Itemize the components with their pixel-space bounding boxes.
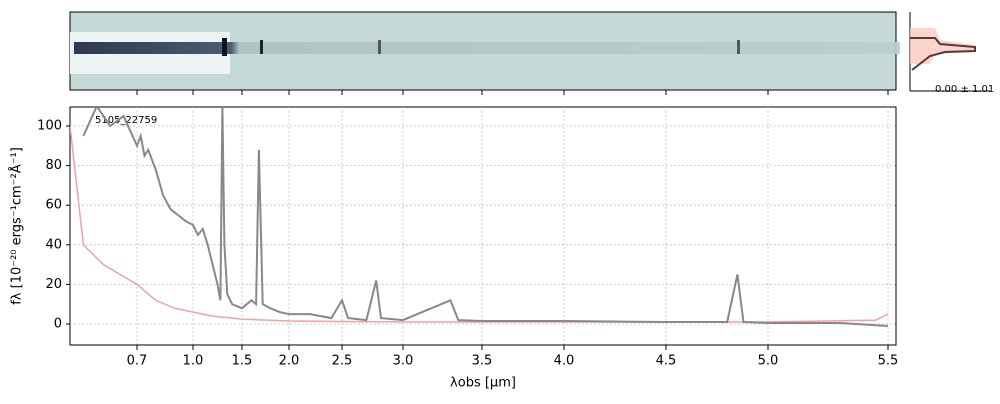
x-tick-label: 1.5 — [232, 354, 253, 369]
profile-panel: 0.00 ± 1.01 — [909, 12, 994, 95]
y-axis-label: fλ [10⁻²⁰ ergs⁻¹cm⁻²Å⁻¹] — [9, 147, 25, 305]
plot-area — [70, 107, 889, 327]
x-tick-label: 3.5 — [472, 354, 493, 369]
x-tick-label: 0.7 — [127, 354, 148, 369]
x-tick-label: 2.0 — [279, 354, 300, 369]
x-tick-label: 5.5 — [878, 354, 899, 369]
x-tick-label: 4.0 — [554, 354, 575, 369]
y-tick-label: 40 — [45, 237, 62, 252]
x-axis-label: λobs [μm] — [450, 376, 516, 391]
y-tick-label: 80 — [45, 158, 62, 173]
y-tick-label: 100 — [37, 119, 62, 134]
spectrum-2d — [69, 11, 900, 91]
x-tick-label: 4.5 — [656, 354, 677, 369]
series-line — [82, 107, 889, 327]
x-tick-label: 1.0 — [183, 354, 204, 369]
profile-label: 0.00 ± 1.01 — [935, 84, 994, 95]
y-tick-label: 20 — [45, 277, 62, 292]
plot-frame — [69, 106, 897, 346]
x-tick-label: 2.5 — [332, 354, 353, 369]
y-tick-label: 60 — [45, 198, 62, 213]
y-tick-label: 0 — [54, 317, 62, 332]
x-tick-label: 5.0 — [758, 354, 779, 369]
x-tick-label: 3.0 — [393, 354, 414, 369]
